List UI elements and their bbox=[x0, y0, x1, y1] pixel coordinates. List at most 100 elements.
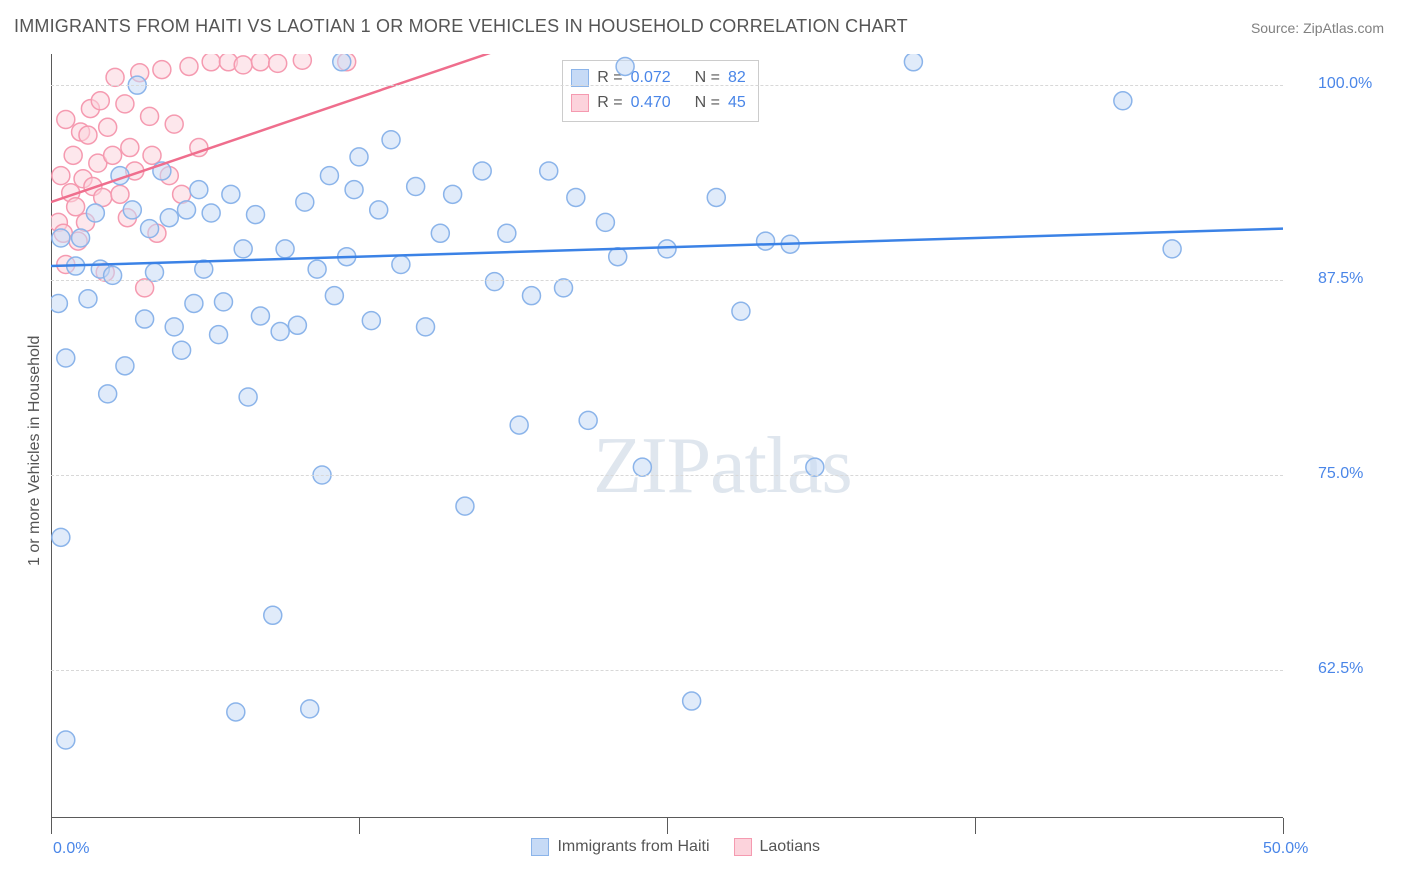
x-tick-label: 50.0% bbox=[1263, 840, 1308, 858]
data-point bbox=[173, 341, 191, 359]
data-point bbox=[52, 229, 70, 247]
y-tick-label: 87.5% bbox=[1318, 270, 1363, 288]
data-point bbox=[227, 703, 245, 721]
gridline-h bbox=[51, 85, 1283, 86]
data-point bbox=[143, 146, 161, 164]
data-point bbox=[444, 185, 462, 203]
data-point bbox=[362, 312, 380, 330]
data-point bbox=[202, 53, 220, 71]
data-point bbox=[567, 188, 585, 206]
data-point bbox=[136, 310, 154, 328]
data-point bbox=[202, 204, 220, 222]
data-point bbox=[222, 185, 240, 203]
data-point bbox=[456, 497, 474, 515]
data-point bbox=[301, 700, 319, 718]
x-tick-mark bbox=[51, 818, 52, 834]
series-haiti bbox=[49, 53, 1181, 749]
data-point bbox=[64, 146, 82, 164]
data-point bbox=[345, 181, 363, 199]
data-point bbox=[234, 240, 252, 258]
data-point bbox=[417, 318, 435, 336]
data-point bbox=[251, 307, 269, 325]
data-point bbox=[707, 188, 725, 206]
data-point bbox=[555, 279, 573, 297]
data-point bbox=[806, 458, 824, 476]
data-point bbox=[333, 53, 351, 71]
y-tick-label: 62.5% bbox=[1318, 660, 1363, 678]
data-point bbox=[57, 110, 75, 128]
data-point bbox=[153, 61, 171, 79]
data-point bbox=[165, 115, 183, 133]
data-point bbox=[190, 181, 208, 199]
series-legend: Immigrants from Haiti Laotians bbox=[531, 838, 820, 856]
data-point bbox=[136, 279, 154, 297]
data-point bbox=[486, 273, 504, 291]
data-point bbox=[111, 185, 129, 203]
data-point bbox=[904, 53, 922, 71]
data-point bbox=[609, 248, 627, 266]
legend-label: Laotians bbox=[760, 838, 821, 856]
x-tick-mark bbox=[1283, 818, 1284, 834]
data-point bbox=[431, 224, 449, 242]
data-point bbox=[178, 201, 196, 219]
legend-swatch bbox=[734, 838, 752, 856]
y-tick-label: 100.0% bbox=[1318, 75, 1372, 93]
data-point bbox=[498, 224, 516, 242]
data-point bbox=[104, 266, 122, 284]
data-point bbox=[106, 68, 124, 86]
x-tick-label: 0.0% bbox=[53, 840, 89, 858]
data-point bbox=[382, 131, 400, 149]
data-point bbox=[49, 294, 67, 312]
gridline-h bbox=[51, 475, 1283, 476]
data-point bbox=[116, 95, 134, 113]
data-point bbox=[308, 260, 326, 278]
data-point bbox=[91, 92, 109, 110]
data-point bbox=[99, 118, 117, 136]
legend-label: Immigrants from Haiti bbox=[557, 838, 709, 856]
data-point bbox=[52, 167, 70, 185]
data-point bbox=[540, 162, 558, 180]
data-point bbox=[195, 260, 213, 278]
data-point bbox=[239, 388, 257, 406]
data-point bbox=[1163, 240, 1181, 258]
source-credit: Source: ZipAtlas.com bbox=[1251, 20, 1384, 36]
data-point bbox=[99, 385, 117, 403]
data-point bbox=[596, 213, 614, 231]
data-point bbox=[160, 209, 178, 227]
data-point bbox=[320, 167, 338, 185]
data-point bbox=[52, 528, 70, 546]
data-point bbox=[57, 731, 75, 749]
gridline-h bbox=[51, 280, 1283, 281]
data-point bbox=[1114, 92, 1132, 110]
data-point bbox=[210, 326, 228, 344]
data-point bbox=[633, 458, 651, 476]
data-point bbox=[407, 178, 425, 196]
data-point bbox=[145, 263, 163, 281]
data-point bbox=[264, 606, 282, 624]
data-point bbox=[288, 316, 306, 334]
legend-item: Laotians bbox=[734, 838, 821, 856]
data-point bbox=[370, 201, 388, 219]
data-point bbox=[86, 204, 104, 222]
gridline-h bbox=[51, 670, 1283, 671]
data-point bbox=[251, 53, 269, 71]
data-point bbox=[392, 255, 410, 273]
data-point bbox=[510, 416, 528, 434]
y-axis-label: 1 or more Vehicles in Household bbox=[26, 336, 44, 566]
data-point bbox=[67, 198, 85, 216]
data-point bbox=[293, 51, 311, 69]
data-point bbox=[57, 349, 75, 367]
data-point bbox=[185, 294, 203, 312]
data-point bbox=[732, 302, 750, 320]
data-point bbox=[116, 357, 134, 375]
data-point bbox=[234, 56, 252, 74]
data-point bbox=[522, 287, 540, 305]
data-point bbox=[79, 126, 97, 144]
data-point bbox=[325, 287, 343, 305]
data-point bbox=[214, 293, 232, 311]
data-point bbox=[350, 148, 368, 166]
data-point bbox=[757, 232, 775, 250]
chart-title: IMMIGRANTS FROM HAITI VS LAOTIAN 1 OR MO… bbox=[14, 16, 908, 37]
data-point bbox=[683, 692, 701, 710]
data-point bbox=[121, 139, 139, 157]
